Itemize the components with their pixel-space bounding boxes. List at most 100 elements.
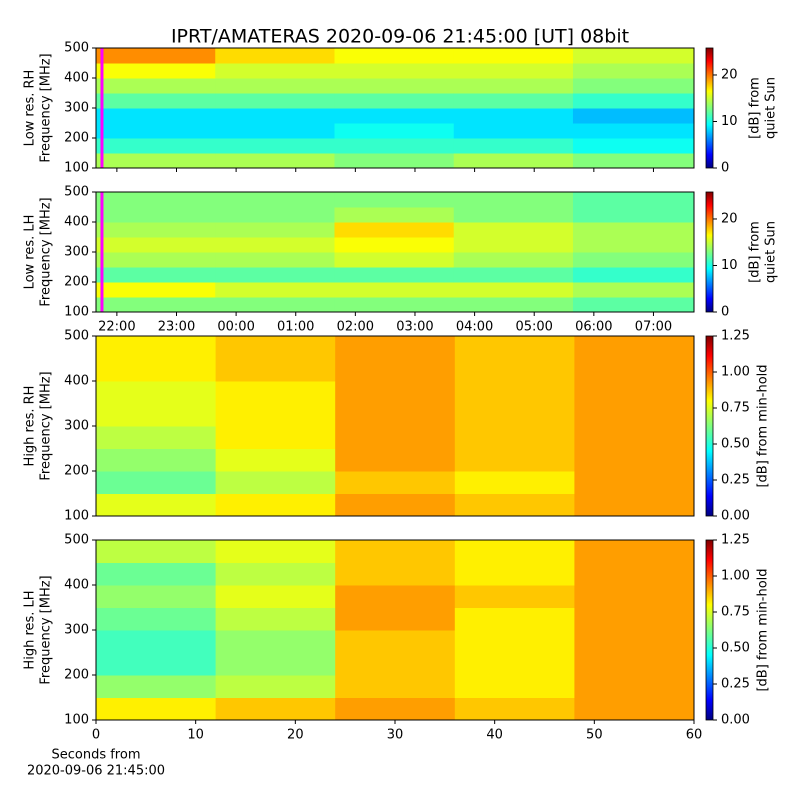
- heatmap-cell: [334, 297, 455, 313]
- y-tick-label: 500: [64, 185, 89, 200]
- heatmap-cell: [453, 123, 574, 139]
- heatmap-cell: [454, 697, 575, 721]
- y-axis-label: Frequency [MHz]: [39, 53, 54, 162]
- y-axis-label: High res. LH: [23, 590, 38, 669]
- heatmap-cell: [96, 448, 217, 472]
- heatmap-cell: [572, 267, 695, 283]
- heatmap-cell: [453, 63, 574, 79]
- heatmap-cell: [574, 381, 695, 404]
- colorbar-tick-label: 1.25: [721, 329, 750, 344]
- x-tick-label: 02:00: [337, 320, 374, 335]
- heatmap-cell: [572, 93, 695, 109]
- x-tick-label: 20: [287, 728, 304, 743]
- heatmap-cell: [572, 252, 695, 268]
- colorbar-tick-label: 1.00: [721, 365, 750, 380]
- heatmap-cell: [334, 138, 455, 154]
- y-tick-label: 200: [64, 275, 89, 290]
- heatmap-cell: [335, 675, 456, 698]
- heatmap-cell: [335, 403, 456, 427]
- x-tick-label: 03:00: [396, 320, 433, 335]
- heatmap-cell: [335, 562, 456, 586]
- y-tick-label: 300: [64, 419, 89, 434]
- heatmap-cell: [574, 403, 695, 427]
- heatmap-cell: [334, 237, 455, 253]
- heatmap-cell: [215, 540, 336, 563]
- heatmap-cell: [572, 138, 695, 154]
- heatmap-cell: [334, 207, 455, 223]
- y-tick-label: 100: [64, 305, 89, 320]
- y-tick-label: 300: [64, 101, 89, 116]
- heatmap-cell: [215, 381, 336, 404]
- heatmap-cell: [334, 222, 455, 238]
- heatmap-cell: [96, 153, 216, 169]
- heatmap-cell: [96, 282, 216, 298]
- x-axis-label: Seconds from: [51, 748, 140, 763]
- heatmap-cell: [334, 93, 455, 109]
- heatmap-cell: [96, 222, 216, 238]
- heatmap-cell: [454, 652, 575, 676]
- heatmap-cell: [574, 540, 695, 563]
- colorbar: [705, 539, 714, 721]
- heatmap-cell: [334, 108, 455, 124]
- y-axis-label: Low res. RH: [23, 70, 38, 147]
- y-tick-label: 400: [64, 578, 89, 593]
- heatmap-cell: [334, 78, 455, 94]
- y-tick-label: 400: [64, 71, 89, 86]
- heatmap-cell: [453, 108, 574, 124]
- heatmap-cell: [96, 358, 217, 382]
- heatmap-cell: [574, 562, 695, 586]
- heatmap-cell: [454, 493, 575, 517]
- heatmap-cell: [453, 207, 574, 223]
- heatmap-cell: [572, 48, 695, 64]
- heatmap-cell: [335, 697, 456, 721]
- heatmap-cell: [335, 426, 456, 449]
- heatmap-cell: [572, 297, 695, 313]
- heatmap-cell: [453, 153, 574, 169]
- y-tick-label: 300: [64, 623, 89, 638]
- heatmap-cell: [215, 63, 335, 79]
- heatmap-cell: [96, 652, 217, 676]
- heatmap-cell: [215, 207, 335, 223]
- heatmap-cell: [96, 93, 216, 109]
- heatmap-cell: [453, 267, 574, 283]
- heatmap-cell: [574, 336, 695, 359]
- heatmap-cell: [454, 540, 575, 563]
- heatmap-cell: [96, 48, 216, 64]
- colorbar-label: [dB] from: [748, 221, 763, 283]
- heatmap-cell: [96, 63, 216, 79]
- heatmap-cell: [335, 471, 456, 494]
- heatmap-cell: [215, 358, 336, 382]
- heatmap-cell: [96, 585, 217, 608]
- heatmap-cell: [334, 63, 455, 79]
- x-tick-label: 04:00: [456, 320, 493, 335]
- heatmap-cell: [453, 138, 574, 154]
- heatmap-cell: [572, 192, 695, 208]
- y-tick-label: 400: [64, 374, 89, 389]
- heatmap-cell: [215, 138, 335, 154]
- y-tick-label: 300: [64, 245, 89, 260]
- colorbar-tick-label: 10: [721, 258, 738, 273]
- heatmap-cell: [454, 585, 575, 608]
- heatmap-cell: [96, 336, 217, 359]
- heatmap-cell: [572, 123, 695, 139]
- heatmap-cell: [215, 675, 336, 698]
- heatmap-cell: [215, 48, 335, 64]
- heatmap-cell: [215, 282, 335, 298]
- colorbar-tick-label: 0.00: [721, 509, 750, 524]
- heatmap-cell: [454, 426, 575, 449]
- x-tick-label: 07:00: [635, 320, 672, 335]
- heatmap-cell: [215, 123, 335, 139]
- heatmap-cell: [453, 78, 574, 94]
- x-tick-label: 01:00: [277, 320, 314, 335]
- heatmap-cell: [215, 562, 336, 586]
- heatmap-cell: [454, 403, 575, 427]
- x-tick-label: 30: [387, 728, 404, 743]
- heatmap-cell: [96, 562, 217, 586]
- heatmap-cell: [96, 138, 216, 154]
- heatmap-cell: [335, 493, 456, 517]
- colorbar-tick-label: 10: [721, 114, 738, 129]
- x-tick-label: 50: [586, 728, 603, 743]
- heatmap-cell: [334, 153, 455, 169]
- heatmap-cell: [96, 78, 216, 94]
